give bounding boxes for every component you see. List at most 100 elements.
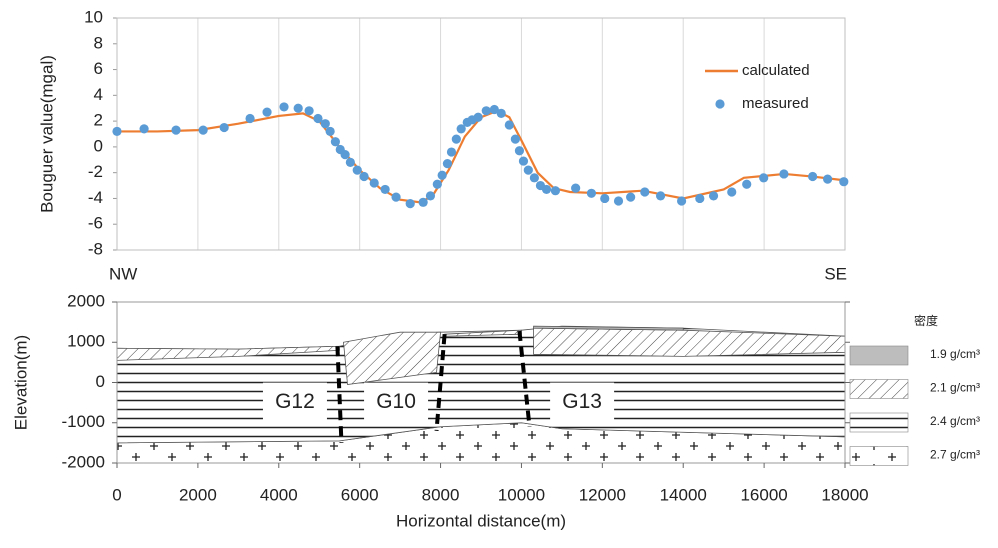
y-tick-label: 2 — [94, 111, 103, 130]
measured-point — [418, 197, 428, 207]
rock-layer — [533, 327, 845, 357]
y-tick-label: 4 — [94, 85, 103, 104]
measured-point — [514, 146, 525, 156]
measured-point — [640, 187, 650, 197]
measured-point — [550, 186, 561, 196]
measured-point — [279, 102, 289, 112]
y-axis-title: Elevation(m) — [11, 335, 30, 430]
label-box — [262, 382, 327, 423]
measured-point — [369, 178, 379, 188]
y-tick-label: -8 — [88, 239, 103, 258]
measured-point — [504, 120, 514, 130]
label-box — [550, 382, 615, 423]
y-tick-label: 0 — [96, 372, 105, 391]
measured-point — [359, 171, 369, 182]
x-tick-label: 10000 — [498, 485, 545, 504]
y-tick-label: 10 — [84, 7, 103, 26]
x-tick-label: 0 — [112, 485, 121, 504]
y-tick-label: -2000 — [62, 452, 105, 471]
fault — [517, 330, 532, 427]
y-tick-label: -2 — [88, 162, 103, 181]
measured-point — [626, 192, 636, 202]
measured-point — [823, 174, 833, 184]
rock-layer — [533, 325, 684, 331]
measured-point — [425, 191, 436, 201]
measured-point — [600, 193, 610, 204]
block-label: G12 — [275, 390, 315, 413]
measured-point — [708, 191, 719, 201]
measured-point — [613, 196, 624, 206]
measured-point — [345, 157, 355, 167]
measured-point — [481, 106, 491, 116]
block-label: G10 — [376, 390, 416, 413]
legend-label: calculated — [742, 62, 810, 79]
measured-point — [529, 173, 539, 183]
legend-swatch — [849, 379, 909, 399]
calculated-line — [117, 109, 846, 204]
measured-point — [405, 199, 415, 209]
x-tick-label: 2000 — [179, 485, 217, 504]
measured-point — [432, 179, 442, 189]
section-body: G12 G10 G13 — [117, 325, 845, 463]
corner-label: NW — [109, 264, 137, 283]
legend-swatch — [849, 345, 909, 366]
measured-point — [727, 187, 737, 197]
legend-label: 1.9 g/cm³ — [930, 347, 980, 361]
corner-label: SE — [824, 264, 847, 283]
legend-swatch — [715, 99, 725, 109]
measured-point — [808, 171, 818, 182]
measured-point — [437, 170, 447, 180]
x-tick-label: 18000 — [821, 485, 868, 504]
y-tick-label: 1000 — [67, 332, 105, 351]
measured-point — [262, 107, 272, 117]
measured-point — [139, 124, 149, 134]
measured-point — [677, 196, 687, 206]
measured-point — [112, 126, 122, 137]
measured-point — [541, 184, 552, 195]
measured-point — [779, 169, 789, 179]
measured-point — [496, 108, 506, 118]
legend-swatch — [849, 446, 909, 466]
measured-point — [510, 134, 520, 144]
measured-point — [380, 184, 390, 195]
block-label: G13 — [562, 390, 602, 413]
measured-point — [442, 159, 453, 169]
legend-label: 2.7 g/cm³ — [930, 448, 980, 462]
x-tick-label: 6000 — [341, 485, 379, 504]
measured-point — [325, 126, 335, 137]
y-tick-label: -1000 — [62, 412, 105, 431]
legend-title: 密度 — [914, 313, 938, 328]
measured-point — [245, 113, 255, 124]
fault — [434, 334, 447, 431]
measured-point — [695, 193, 705, 204]
measured-point — [340, 150, 350, 160]
x-tick-label: 16000 — [740, 485, 787, 504]
measured-point — [523, 165, 533, 175]
measured-point — [198, 125, 208, 135]
measured-point — [330, 137, 340, 147]
measured-point — [320, 119, 330, 129]
measured-point — [839, 177, 849, 187]
measured-point — [304, 106, 314, 116]
measured-point — [489, 104, 499, 115]
measured-point — [293, 103, 303, 113]
measured-point — [655, 191, 666, 201]
fault — [335, 346, 344, 443]
measured-point — [759, 173, 769, 183]
x-tick-label: 12000 — [579, 485, 626, 504]
measured-point — [171, 125, 181, 135]
measured-point — [518, 156, 529, 166]
measured-point — [456, 124, 466, 134]
y-tick-label: -6 — [88, 214, 103, 233]
x-axis-title: Horizontal distance(m) — [396, 511, 566, 530]
y-axis-title: Bouguer value(mgal) — [37, 55, 56, 213]
y-tick-label: -4 — [88, 188, 103, 207]
measured-point — [451, 134, 461, 144]
x-tick-label: 4000 — [260, 485, 298, 504]
y-tick-label: 2000 — [67, 291, 105, 310]
measured-point — [473, 112, 483, 122]
legend-swatch — [849, 412, 909, 433]
measured-point — [219, 122, 229, 133]
legend-label: measured — [742, 95, 809, 112]
